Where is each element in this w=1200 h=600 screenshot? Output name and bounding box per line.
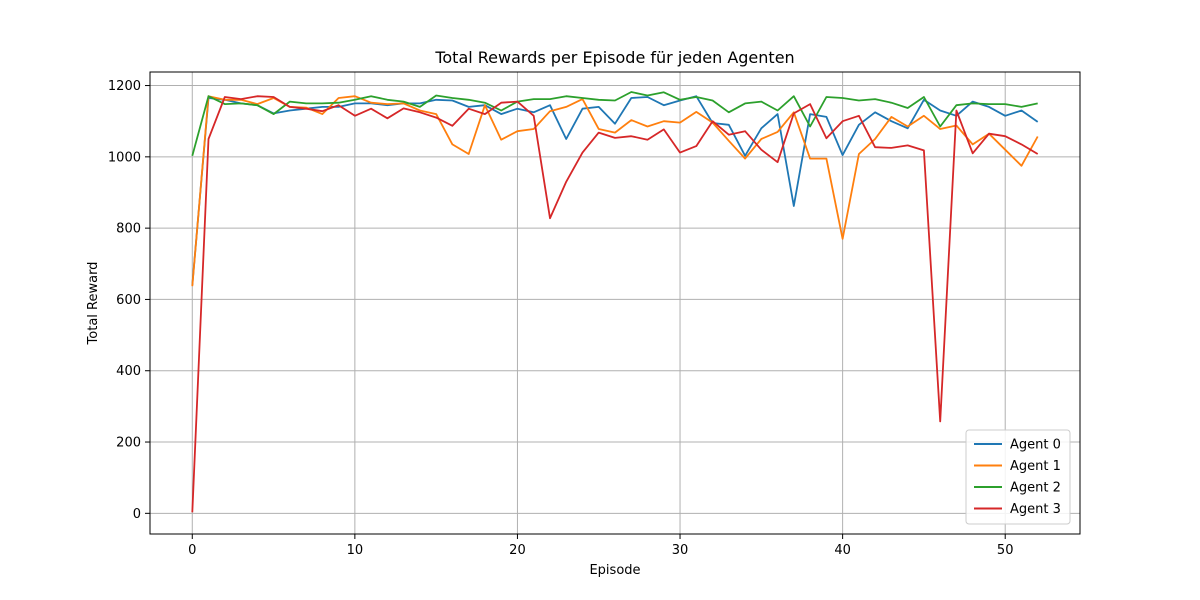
y-tick-label: 1200 bbox=[108, 79, 141, 94]
legend-label-agent-0: Agent 0 bbox=[1010, 438, 1061, 453]
series-layer bbox=[191, 91, 1039, 513]
y-tick-label: 600 bbox=[116, 293, 141, 308]
x-tick-label: 10 bbox=[347, 543, 364, 558]
legend-label-agent-2: Agent 2 bbox=[1010, 481, 1061, 496]
y-tick-label: 0 bbox=[133, 507, 141, 522]
legend-label-agent-1: Agent 1 bbox=[1010, 459, 1061, 474]
x-tick-label: 50 bbox=[997, 543, 1014, 558]
x-axis-title: Episode bbox=[589, 563, 640, 578]
y-tick-label: 1000 bbox=[108, 150, 141, 165]
plot-frame bbox=[149, 71, 1081, 535]
chart-title: Total Rewards per Episode für jeden Agen… bbox=[434, 48, 794, 67]
series-line-agent-3 bbox=[191, 95, 1039, 513]
y-tick-label: 400 bbox=[116, 364, 141, 379]
legend-box bbox=[965, 429, 1071, 525]
x-tick-label: 40 bbox=[834, 543, 851, 558]
x-tick-label: 20 bbox=[509, 543, 526, 558]
y-tick-label: 200 bbox=[116, 436, 141, 451]
y-tick-label: 800 bbox=[116, 222, 141, 237]
legend-label-agent-3: Agent 3 bbox=[1010, 502, 1061, 517]
grid bbox=[150, 72, 1080, 534]
legend: Agent 0 Agent 1 Agent 2 Agent 3 bbox=[965, 429, 1071, 525]
y-axis-title: Total Reward bbox=[86, 262, 101, 346]
x-tick-label: 30 bbox=[672, 543, 689, 558]
axis-ticks: 0 10 20 30 40 50 0 200 400 600 800 1000 1200 bbox=[108, 79, 1014, 558]
x-tick-label: 0 bbox=[188, 543, 196, 558]
series-line-agent-2 bbox=[191, 91, 1038, 157]
